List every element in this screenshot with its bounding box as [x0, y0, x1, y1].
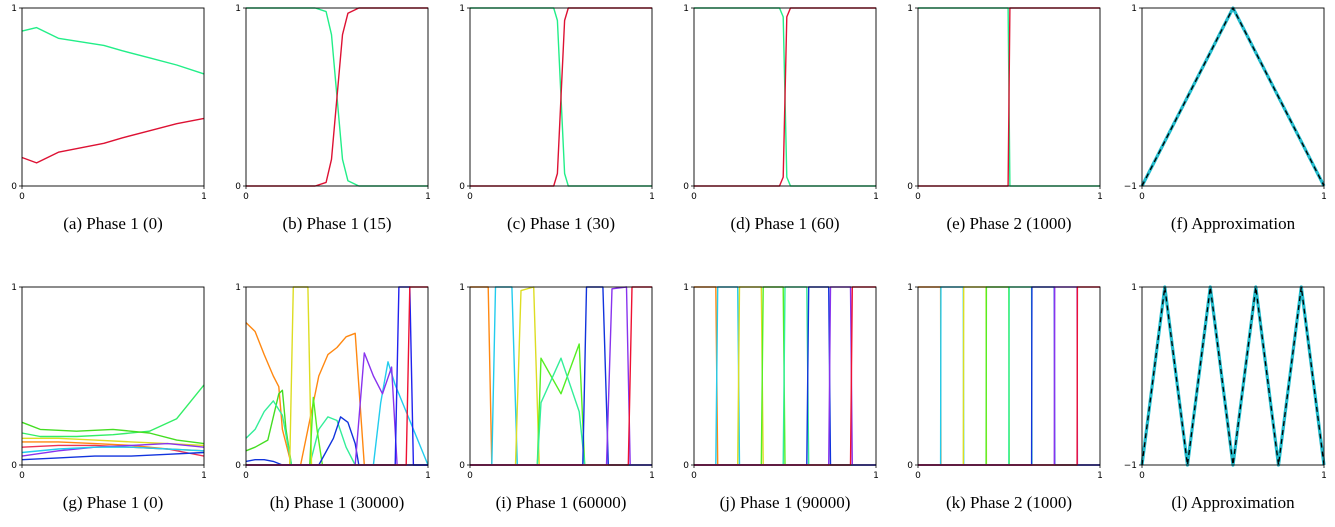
series-line-g-1	[21, 421, 205, 445]
ytick-label-b-0: 0	[235, 182, 241, 192]
series-line-b-1	[246, 7, 428, 187]
ytick-label-e-1: 1	[907, 4, 913, 14]
xtick-label-b-0: 0	[243, 192, 249, 202]
ytick-label-i-0: 0	[459, 461, 465, 471]
ytick-label-l-1: 1	[1131, 283, 1137, 293]
series-line-a-0	[21, 26, 205, 75]
ytick-label-a-1: 1	[11, 4, 17, 14]
series-line-g-6	[21, 446, 205, 454]
caption-j: (j) Phase 1 (90000)	[719, 493, 851, 512]
xtick-label-f-0: 0	[1139, 192, 1145, 202]
xtick-label-d-1: 1	[873, 192, 879, 202]
xtick-label-a-0: 0	[19, 192, 25, 202]
axes-frame-b	[245, 7, 429, 187]
axes-frame-i	[469, 286, 653, 466]
series-line-g-7	[21, 451, 205, 461]
xtick-label-h-1: 1	[425, 471, 431, 481]
xtick-label-j-1: 1	[873, 471, 879, 481]
caption-d: (d) Phase 1 (60)	[730, 214, 840, 233]
ytick-label-l-0: −1	[1124, 461, 1137, 471]
caption-i: (i) Phase 1 (60000)	[495, 493, 627, 512]
xtick-label-l-0: 0	[1139, 471, 1145, 481]
series-line-h-5	[245, 416, 428, 466]
ytick-label-k-1: 1	[907, 283, 913, 293]
axes-frame-g	[21, 286, 205, 466]
ytick-label-k-0: 0	[907, 461, 913, 471]
ytick-label-f-1: 1	[1131, 4, 1137, 14]
ytick-label-f-0: −1	[1124, 182, 1137, 192]
axes-frame-f	[1141, 7, 1325, 187]
ytick-label-g-1: 1	[11, 283, 17, 293]
caption-e: (e) Phase 2 (1000)	[946, 214, 1072, 233]
ytick-label-h-0: 0	[235, 461, 241, 471]
ytick-label-b-1: 1	[235, 4, 241, 14]
ytick-label-j-1: 1	[683, 283, 689, 293]
xtick-label-c-1: 1	[649, 192, 655, 202]
axes-frame-h	[245, 286, 429, 466]
xtick-label-g-1: 1	[201, 471, 207, 481]
ytick-label-j-0: 0	[683, 461, 689, 471]
caption-h: (h) Phase 1 (30000)	[269, 493, 405, 512]
series-line-g-0	[21, 384, 205, 438]
xtick-label-k-0: 0	[915, 471, 921, 481]
caption-b: (b) Phase 1 (15)	[282, 214, 392, 233]
xtick-label-c-0: 0	[467, 192, 473, 202]
series-line-g-5	[21, 442, 205, 457]
axes-frame-k	[917, 286, 1101, 466]
ytick-label-a-0: 0	[11, 182, 17, 192]
xtick-label-e-1: 1	[1097, 192, 1103, 202]
xtick-label-i-0: 0	[467, 471, 473, 481]
ytick-label-i-1: 1	[459, 283, 465, 293]
ytick-label-h-1: 1	[235, 283, 241, 293]
series-line-a-1	[21, 117, 205, 164]
axes-frame-a	[21, 7, 205, 187]
caption-k: (k) Phase 2 (1000)	[945, 493, 1073, 512]
xtick-label-k-1: 1	[1097, 471, 1103, 481]
caption-c: (c) Phase 1 (30)	[506, 214, 616, 233]
series-line-l-0	[1140, 285, 1326, 467]
axes-frame-j	[693, 286, 877, 466]
axes-frame-e	[917, 7, 1101, 187]
axes-frame-d	[693, 7, 877, 187]
xtick-label-l-1: 1	[1321, 471, 1327, 481]
xtick-label-i-1: 1	[649, 471, 655, 481]
ytick-label-g-0: 0	[11, 461, 17, 471]
xtick-label-j-0: 0	[691, 471, 697, 481]
ytick-label-c-1: 1	[459, 4, 465, 14]
ytick-label-d-1: 1	[683, 4, 689, 14]
xtick-label-b-1: 1	[425, 192, 431, 202]
xtick-label-h-0: 0	[243, 471, 249, 481]
ytick-label-c-0: 0	[459, 182, 465, 192]
xtick-label-f-1: 1	[1321, 192, 1327, 202]
caption-g: (g) Phase 1 (0)	[62, 493, 164, 512]
caption-f: (f) Approximation	[1170, 214, 1296, 233]
xtick-label-a-1: 1	[201, 192, 207, 202]
ytick-label-e-0: 0	[907, 182, 913, 192]
xtick-label-e-0: 0	[915, 192, 921, 202]
xtick-label-g-0: 0	[19, 471, 25, 481]
xtick-label-d-0: 0	[691, 192, 697, 202]
caption-a: (a) Phase 1 (0)	[63, 214, 163, 233]
axes-frame-l	[1141, 286, 1325, 466]
axes-frame-c	[469, 7, 653, 187]
caption-l: (l) Approximation	[1171, 493, 1295, 512]
ytick-label-d-0: 0	[683, 182, 689, 192]
